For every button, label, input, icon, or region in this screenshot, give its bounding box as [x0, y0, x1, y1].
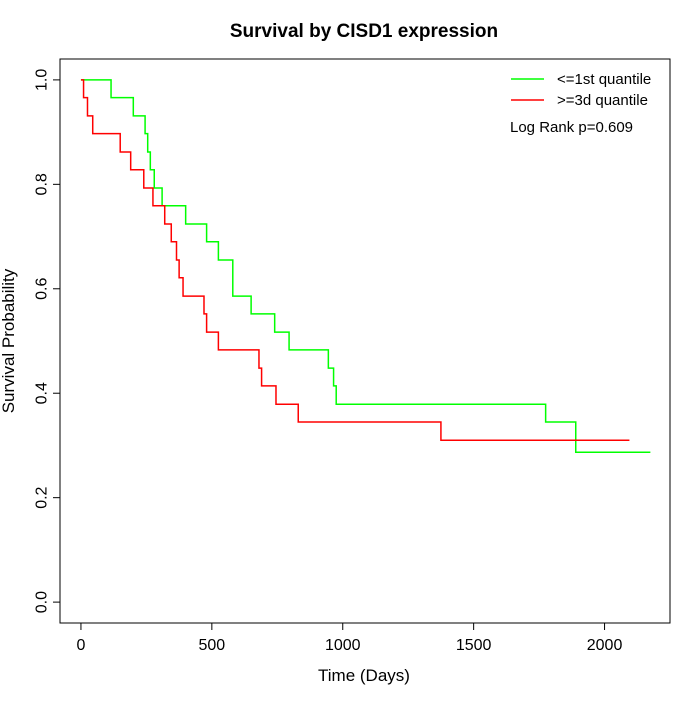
y-tick-label: 0.0 — [34, 591, 51, 613]
x-axis-label: Time (Days) — [318, 666, 410, 685]
y-axis: 0.0 0.2 0.4 0.6 0.8 1.0 — [34, 69, 61, 613]
y-tick-label: 0.2 — [34, 486, 51, 508]
y-tick-label: 0.8 — [34, 173, 51, 195]
x-axis: 0 500 1000 1500 2000 — [76, 622, 623, 654]
series-line-1 — [80, 79, 651, 453]
x-tick-label: 500 — [198, 637, 225, 654]
legend-label: <=1st quantile — [557, 71, 651, 88]
y-axis-label: Survival Probability — [0, 268, 18, 413]
chart-title: Survival by CISD1 expression — [230, 21, 498, 42]
legend-label: >=3d quantile — [557, 92, 648, 109]
y-tick-label: 0.6 — [34, 278, 51, 300]
y-tick-label: 0.4 — [34, 382, 51, 404]
log-rank-annotation: Log Rank p=0.609 — [510, 119, 633, 136]
series-layer — [80, 79, 651, 453]
y-tick-label: 1.0 — [34, 69, 51, 91]
plot-frame — [59, 58, 671, 624]
x-tick-label: 1000 — [325, 637, 361, 654]
x-tick-label: 2000 — [587, 637, 623, 654]
series-line-2 — [80, 79, 630, 441]
x-tick-label: 0 — [76, 637, 85, 654]
legend: <=1st quantile >=3d quantile — [511, 71, 651, 109]
x-tick-label: 1500 — [456, 637, 492, 654]
